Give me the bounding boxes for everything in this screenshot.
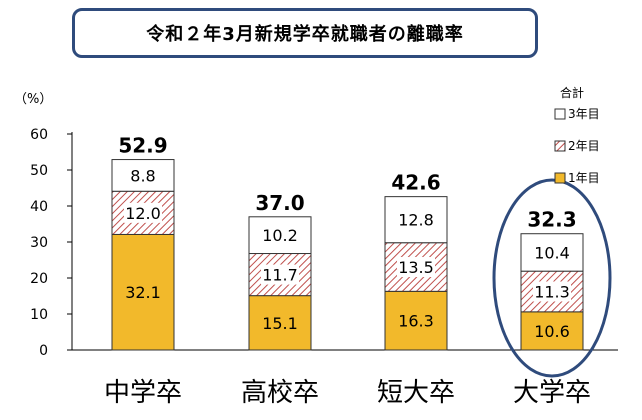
segment-label-bg	[124, 202, 162, 223]
bar-segment-3年目	[248, 216, 312, 255]
legend-label: 2年目	[568, 139, 600, 153]
segment-value-label: 10.4	[534, 243, 570, 262]
segment-value-label: 11.3	[534, 283, 570, 302]
bars: 32.1 12.0 8.8 52.9 15.1 11.7 10.2 37.0 16.3 13.5 1…	[111, 134, 612, 378]
bar-segment-1年目	[248, 295, 312, 351]
y-tick-label: 60	[30, 127, 48, 143]
y-axis: 0 10 20 30 40 50 60	[30, 127, 618, 359]
segment-label-bg	[261, 264, 299, 285]
category-label: 短大卒	[377, 378, 455, 408]
category-label: 高校卒	[241, 378, 319, 408]
bar-segment-3年目	[111, 159, 175, 192]
bar-segment-3年目	[384, 196, 448, 244]
total-value-label: 42.6	[391, 171, 440, 195]
category-label: 中学卒	[104, 378, 182, 408]
legend-swatch	[554, 108, 566, 120]
legend-title: 合計	[560, 85, 584, 100]
segment-value-label: 16.3	[398, 312, 434, 331]
segment-value-label: 12.0	[125, 204, 161, 223]
segment-value-label: 12.8	[398, 211, 434, 230]
y-tick-label: 10	[30, 307, 48, 323]
highlight-ellipse	[492, 178, 612, 378]
segment-value-label: 32.1	[125, 283, 161, 302]
y-tick-label: 30	[30, 235, 48, 251]
y-axis-unit: （%）	[14, 92, 52, 107]
legend-label: 3年目	[568, 107, 600, 121]
segment-label-bg	[397, 257, 435, 278]
total-value-label: 37.0	[255, 191, 304, 215]
total-value-label: 32.3	[527, 208, 576, 232]
y-tick-label: 20	[30, 271, 48, 287]
segment-value-label: 11.7	[262, 266, 298, 285]
segment-label-bg	[533, 281, 571, 302]
legend-swatch	[554, 140, 566, 152]
y-tick-label: 40	[30, 199, 48, 215]
legend: 合計 3年目 2年目 1年目	[554, 85, 600, 185]
chart-title: 令和２年3月新規学卒就職者の離職率	[72, 8, 538, 58]
bar-segment-1年目	[520, 311, 584, 351]
category-labels: 中学卒 高校卒 短大卒 大学卒	[104, 378, 591, 408]
segment-value-label: 13.5	[398, 258, 434, 277]
bar-segment-1年目	[111, 233, 175, 351]
segment-value-label: 10.2	[262, 226, 298, 245]
segment-value-label: 15.1	[262, 314, 298, 333]
bar-segment-1年目	[384, 290, 448, 351]
total-value-label: 52.9	[118, 134, 167, 158]
legend-swatch	[554, 172, 566, 184]
segment-value-label: 8.8	[130, 166, 155, 185]
category-label: 大学卒	[513, 378, 591, 408]
y-tick-label: 50	[30, 163, 48, 179]
legend-label: 1年目	[568, 171, 600, 185]
segment-value-label: 10.6	[534, 322, 570, 341]
y-tick-label: 0	[39, 343, 48, 359]
bar-segment-3年目	[520, 233, 584, 272]
